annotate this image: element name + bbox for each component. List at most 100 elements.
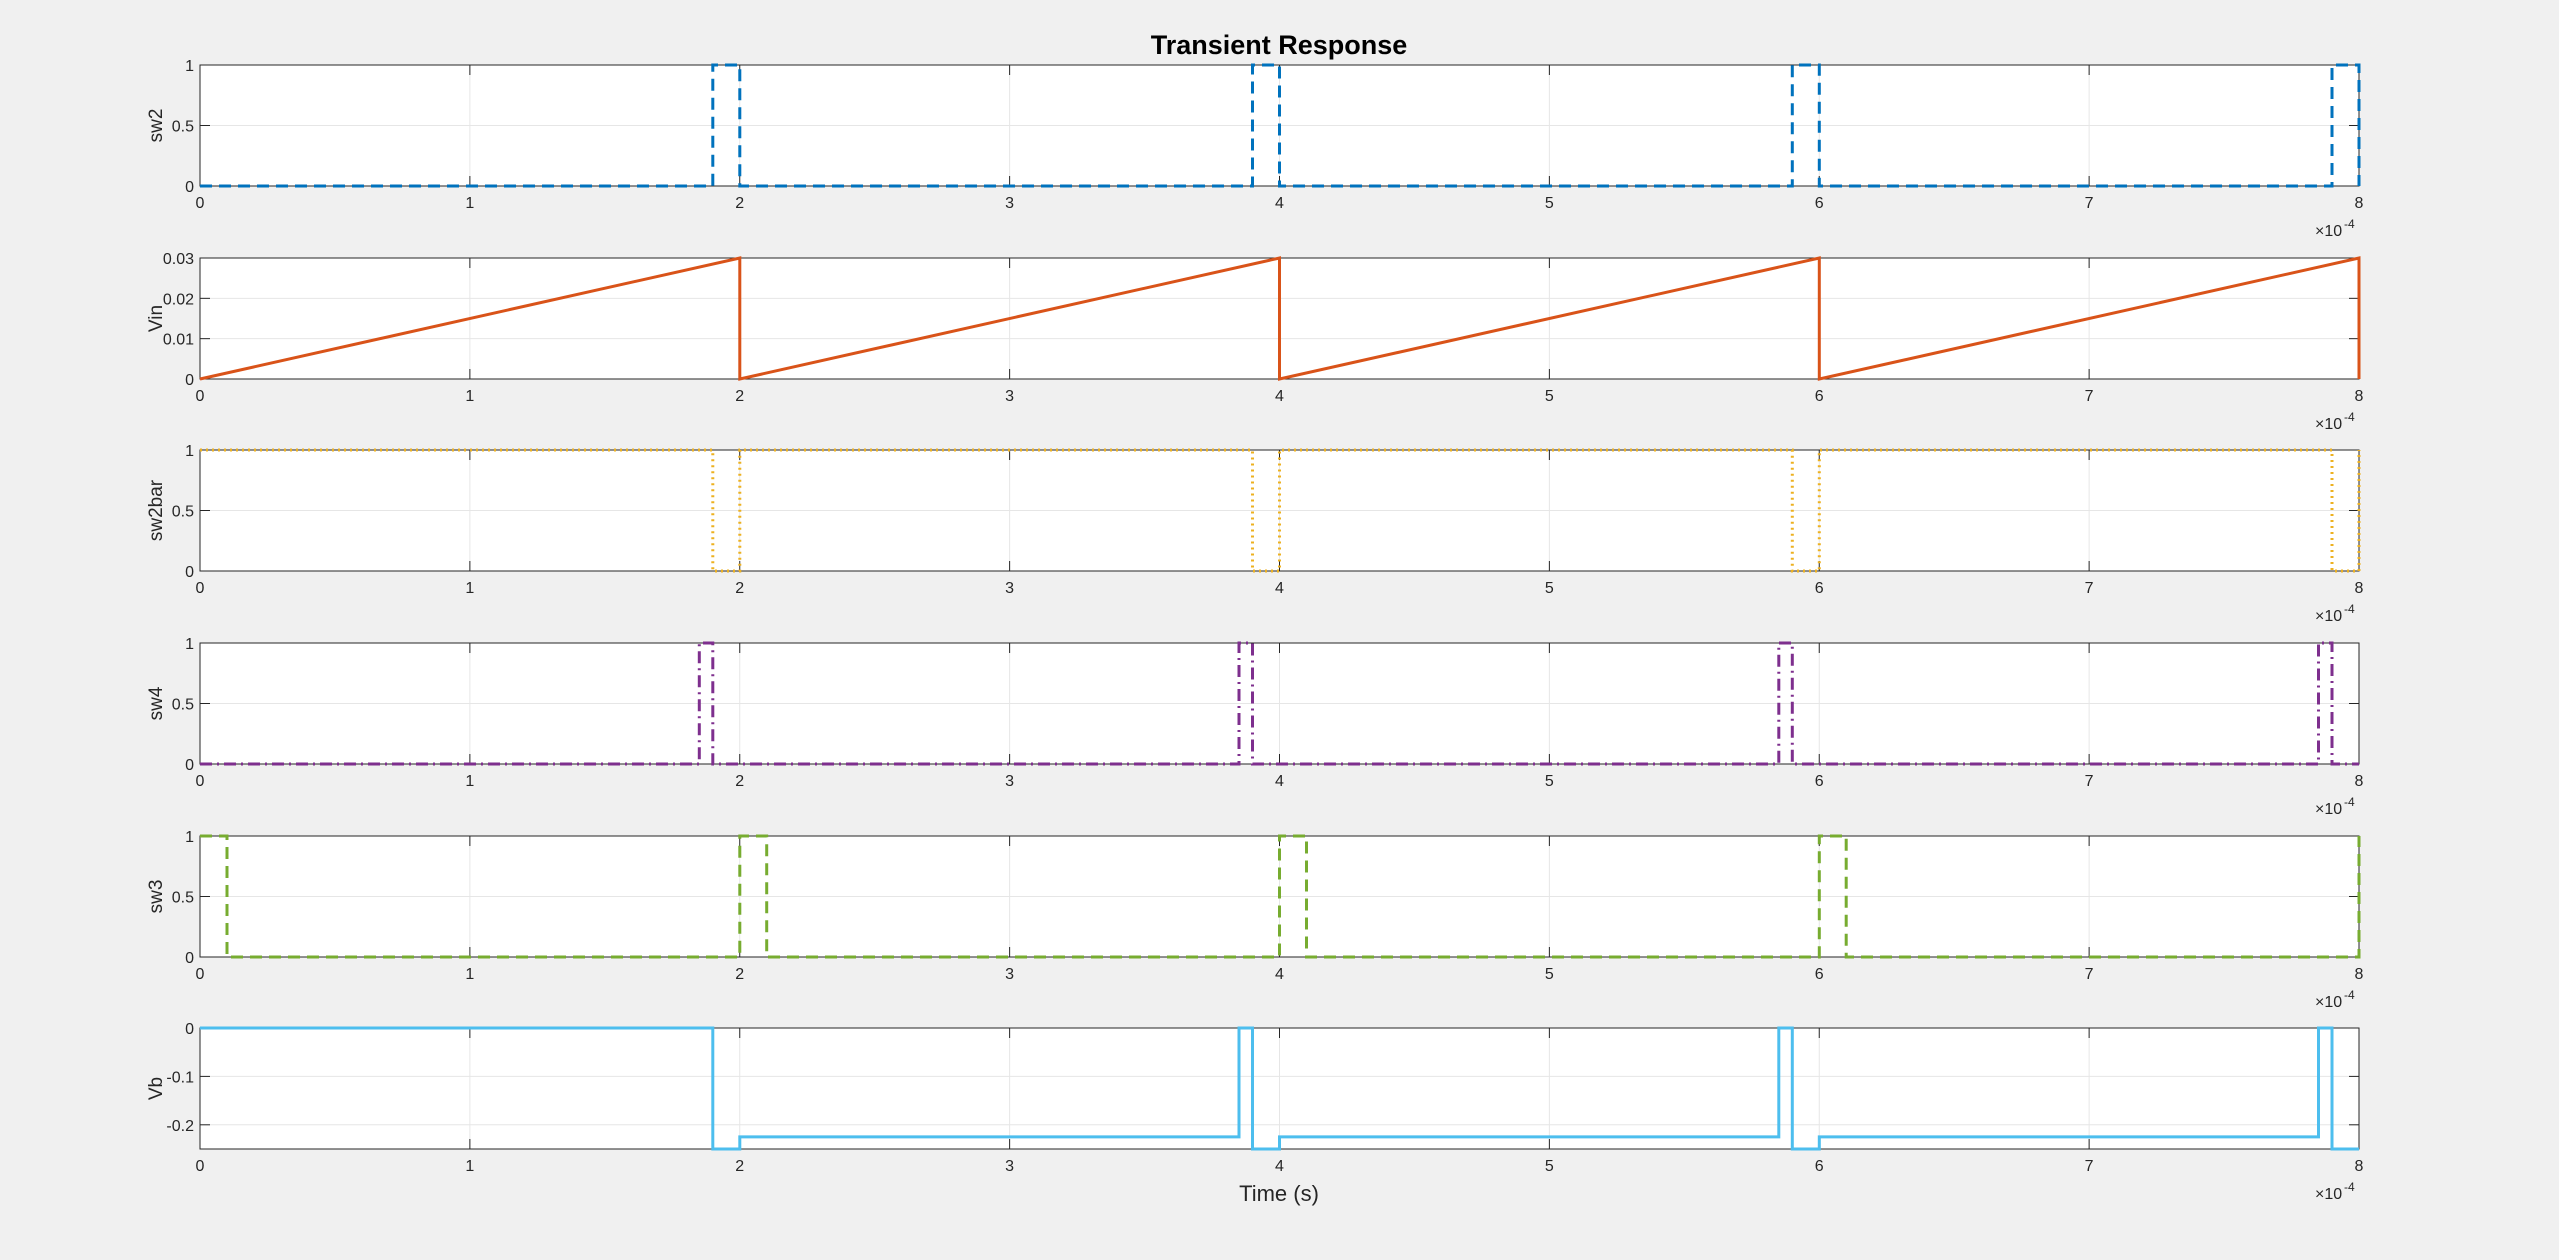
y-tick-label: 0 <box>185 950 194 967</box>
x-tick-label: 5 <box>1545 773 1554 790</box>
x-tick-label: 7 <box>2085 195 2094 212</box>
x-tick-label: 3 <box>1005 773 1014 790</box>
x-tick-label: 0 <box>196 773 205 790</box>
x-tick-label: 2 <box>735 1158 744 1175</box>
x-tick-label: 3 <box>1005 195 1014 212</box>
y-tick-label: 0 <box>185 757 194 774</box>
x-exponent-label: ×10 <box>2315 416 2342 433</box>
y-tick-label: -0.1 <box>166 1069 194 1086</box>
x-tick-label: 1 <box>465 580 474 597</box>
x-tick-label: 4 <box>1275 195 1284 212</box>
x-axis-label: Time (s) <box>1239 1181 1319 1206</box>
x-tick-label: 1 <box>465 1158 474 1175</box>
y-axis-label: sw2bar <box>146 479 167 541</box>
series-line-Vb <box>200 1026 2359 1151</box>
x-exponent-label: ×10 <box>2315 223 2342 240</box>
x-tick-label: 2 <box>735 580 744 597</box>
y-tick-label: 0 <box>185 1021 194 1038</box>
subplot-Vin: 0 1 2 3 4 5 6 7 8 0 0.01 0.02 0.03 Vin ×10 -4 <box>146 251 2364 433</box>
y-tick-label: 1 <box>185 58 194 75</box>
x-tick-label: 8 <box>2355 195 2364 212</box>
y-tick-label: 1 <box>185 443 194 460</box>
x-tick-label: 8 <box>2355 580 2364 597</box>
y-tick-label: 1 <box>185 636 194 653</box>
x-tick-label: 0 <box>196 580 205 597</box>
x-tick-label: 6 <box>1815 1158 1824 1175</box>
x-tick-label: 7 <box>2085 1158 2094 1175</box>
x-tick-label: 5 <box>1545 388 1554 405</box>
series-line-sw2bar <box>200 448 2361 573</box>
subplot-sw2bar: 0 1 2 3 4 5 6 7 8 0 0.5 1 sw2bar ×10 -4 <box>146 443 2364 625</box>
x-tick-label: 6 <box>1815 580 1824 597</box>
x-exponent-label: ×10 <box>2315 801 2342 818</box>
x-tick-label: 2 <box>735 195 744 212</box>
x-tick-label: 2 <box>735 966 744 983</box>
y-tick-label: 0.5 <box>172 119 194 136</box>
series-line-sw4 <box>200 641 2359 766</box>
subplot-sw3: 0 1 2 3 4 5 6 7 8 0 0.5 1 sw3 ×10 -4 <box>146 829 2364 1011</box>
x-exponent-power: -4 <box>2344 217 2355 231</box>
x-exponent-power: -4 <box>2344 988 2355 1002</box>
x-exponent-power: -4 <box>2344 1180 2355 1194</box>
x-tick-label: 2 <box>735 773 744 790</box>
x-exponent-power: -4 <box>2344 795 2355 809</box>
x-tick-label: 5 <box>1545 580 1554 597</box>
y-axis-label: sw3 <box>146 880 167 914</box>
x-tick-label: 5 <box>1545 1158 1554 1175</box>
x-tick-label: 4 <box>1275 773 1284 790</box>
x-exponent-power: -4 <box>2344 410 2355 424</box>
x-tick-label: 1 <box>465 195 474 212</box>
x-tick-label: 0 <box>196 966 205 983</box>
x-exponent-label: ×10 <box>2315 608 2342 625</box>
y-axis-label: sw4 <box>146 686 167 720</box>
x-tick-label: 3 <box>1005 966 1014 983</box>
y-tick-label: 0 <box>185 564 194 581</box>
y-axis-label: Vb <box>146 1077 167 1100</box>
y-tick-label: 0 <box>185 179 194 196</box>
x-tick-label: 5 <box>1545 195 1554 212</box>
y-tick-label: 0.5 <box>172 697 194 714</box>
x-tick-label: 8 <box>2355 966 2364 983</box>
y-tick-label: 0 <box>185 372 194 389</box>
x-tick-label: 8 <box>2355 1158 2364 1175</box>
x-tick-label: 4 <box>1275 388 1284 405</box>
x-tick-label: 1 <box>465 773 474 790</box>
x-tick-label: 7 <box>2085 580 2094 597</box>
x-tick-label: 0 <box>196 388 205 405</box>
series-line-sw3 <box>200 834 2361 959</box>
y-axis-label: sw2 <box>146 109 167 143</box>
x-tick-label: 4 <box>1275 966 1284 983</box>
y-tick-label: 1 <box>185 829 194 846</box>
x-tick-label: 3 <box>1005 580 1014 597</box>
x-tick-label: 7 <box>2085 388 2094 405</box>
subplot-sw2: 0 1 2 3 4 5 6 7 8 0 0.5 1 sw2 ×10 -4 <box>146 58 2364 240</box>
x-tick-label: 7 <box>2085 966 2094 983</box>
x-tick-label: 6 <box>1815 388 1824 405</box>
subplot-sw4: 0 1 2 3 4 5 6 7 8 0 0.5 1 sw4 ×10 -4 <box>146 636 2364 818</box>
x-tick-label: 0 <box>196 1158 205 1175</box>
x-exponent-power: -4 <box>2344 602 2355 616</box>
x-tick-label: 3 <box>1005 1158 1014 1175</box>
x-exponent-label: ×10 <box>2315 994 2342 1011</box>
y-axis-label: Vin <box>146 305 167 332</box>
x-tick-label: 6 <box>1815 966 1824 983</box>
x-tick-label: 5 <box>1545 966 1554 983</box>
subplot-Vb: 0 1 2 3 4 5 6 7 8 0 -0.1 -0.2 Vb ×10 -4 <box>146 1021 2364 1203</box>
x-tick-label: 6 <box>1815 773 1824 790</box>
x-tick-label: 4 <box>1275 1158 1284 1175</box>
x-tick-label: 3 <box>1005 388 1014 405</box>
x-tick-label: 8 <box>2355 773 2364 790</box>
series-line-sw2 <box>200 63 2361 188</box>
y-tick-label: -0.2 <box>166 1118 194 1135</box>
series-line-Vin <box>199 256 2361 381</box>
y-tick-label: 0.5 <box>172 504 194 521</box>
x-tick-label: 7 <box>2085 773 2094 790</box>
y-tick-label: 0.03 <box>163 251 194 268</box>
x-tick-label: 4 <box>1275 580 1284 597</box>
x-tick-label: 1 <box>465 966 474 983</box>
x-tick-label: 8 <box>2355 388 2364 405</box>
y-tick-label: 0.5 <box>172 890 194 907</box>
